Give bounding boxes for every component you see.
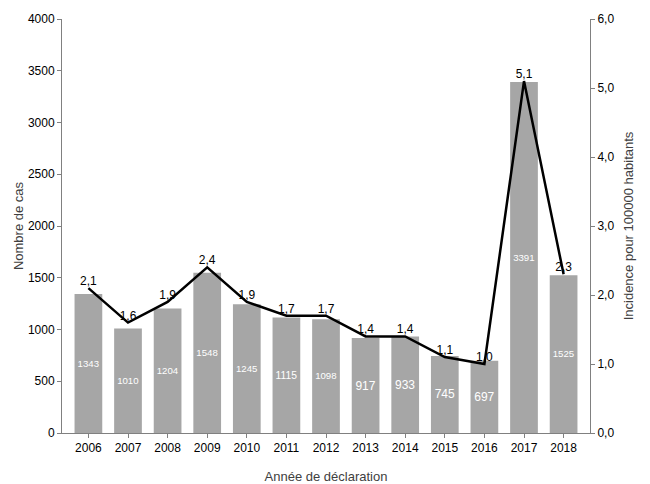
- svg-text:2012: 2012: [313, 441, 340, 455]
- svg-text:2009: 2009: [194, 441, 221, 455]
- svg-text:2017: 2017: [511, 441, 538, 455]
- svg-text:2006: 2006: [75, 441, 102, 455]
- svg-text:2010: 2010: [233, 441, 260, 455]
- svg-text:1000: 1000: [28, 323, 55, 337]
- svg-text:2000: 2000: [28, 219, 55, 233]
- svg-text:917: 917: [355, 379, 375, 393]
- svg-text:1,6: 1,6: [120, 309, 137, 323]
- svg-text:2011: 2011: [273, 441, 299, 455]
- svg-text:2,0: 2,0: [597, 288, 614, 302]
- svg-text:1,4: 1,4: [397, 322, 414, 336]
- svg-text:2,4: 2,4: [199, 253, 216, 267]
- svg-text:5,1: 5,1: [516, 67, 533, 81]
- svg-text:0,0: 0,0: [597, 426, 614, 440]
- svg-text:2015: 2015: [431, 441, 458, 455]
- svg-text:2018: 2018: [550, 441, 577, 455]
- svg-text:1,1: 1,1: [436, 343, 453, 357]
- svg-text:6,0: 6,0: [597, 12, 614, 26]
- svg-text:2,3: 2,3: [555, 260, 572, 274]
- svg-text:5,0: 5,0: [597, 81, 614, 95]
- svg-text:1115: 1115: [276, 370, 298, 381]
- svg-text:2500: 2500: [28, 167, 55, 181]
- svg-text:1,0: 1,0: [476, 350, 493, 364]
- svg-text:1010: 1010: [117, 375, 138, 386]
- svg-text:2016: 2016: [471, 441, 498, 455]
- svg-text:3391: 3391: [513, 252, 534, 263]
- svg-text:2007: 2007: [115, 441, 142, 455]
- svg-text:0: 0: [48, 426, 55, 440]
- svg-text:3000: 3000: [28, 116, 55, 130]
- svg-text:1343: 1343: [78, 358, 99, 369]
- svg-text:1,9: 1,9: [238, 288, 255, 302]
- svg-text:1500: 1500: [28, 271, 55, 285]
- svg-text:1,7: 1,7: [278, 302, 295, 316]
- svg-text:1,4: 1,4: [357, 322, 374, 336]
- svg-text:4,0: 4,0: [597, 150, 614, 164]
- svg-text:2,1: 2,1: [80, 274, 97, 288]
- svg-text:1,9: 1,9: [159, 288, 176, 302]
- svg-text:1,0: 1,0: [597, 357, 614, 371]
- svg-text:Incidence pour 100000 habitant: Incidence pour 100000 habitants: [621, 131, 636, 320]
- svg-text:3500: 3500: [28, 64, 55, 78]
- svg-text:697: 697: [474, 390, 494, 404]
- svg-text:2013: 2013: [352, 441, 379, 455]
- svg-text:2008: 2008: [154, 441, 181, 455]
- svg-text:2014: 2014: [392, 441, 419, 455]
- svg-text:3,0: 3,0: [597, 219, 614, 233]
- svg-text:1245: 1245: [236, 363, 257, 374]
- svg-text:1548: 1548: [196, 347, 217, 358]
- svg-text:Année de déclaration: Année de déclaration: [265, 469, 388, 484]
- svg-text:500: 500: [35, 374, 55, 388]
- svg-text:1204: 1204: [157, 365, 179, 376]
- svg-text:745: 745: [435, 387, 455, 401]
- svg-text:1525: 1525: [553, 348, 574, 359]
- svg-text:Nombre de cas: Nombre de cas: [11, 181, 26, 270]
- svg-text:933: 933: [395, 378, 415, 392]
- svg-text:4000: 4000: [28, 12, 55, 26]
- svg-text:1098: 1098: [315, 370, 336, 381]
- svg-text:1,7: 1,7: [318, 302, 335, 316]
